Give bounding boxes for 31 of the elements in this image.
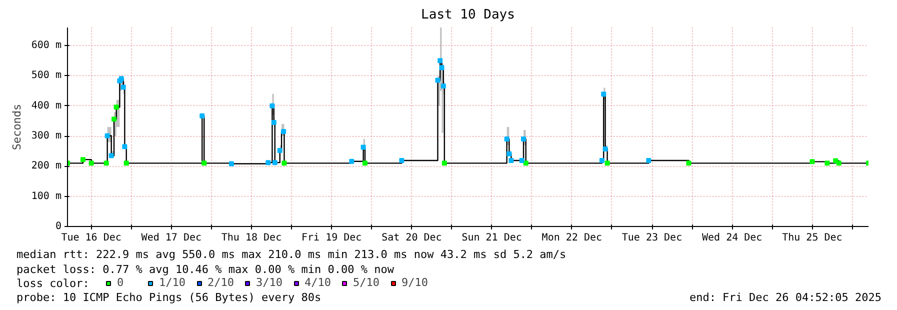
y-tick-label: 600 m: [31, 40, 62, 52]
text: probe: 10 ICMP Echo Pings (56 Bytes) every 80s: [16, 291, 322, 304]
text: end: Fri Dec 26 04:52:05 2025: [689, 291, 882, 304]
y-axis-title: Seconds: [10, 104, 24, 150]
x-tick-label: Wed 24 Dec: [702, 232, 762, 244]
text: packet loss: 0.77 % avg 10.46 % max 0.00 % min 0.00 % now: [16, 263, 394, 276]
legend-label: 0: [117, 276, 125, 289]
legend-label: 3/10: [256, 276, 282, 289]
x-tick-label: Tue 23 Dec: [622, 232, 682, 244]
legend-label: 5/10: [353, 276, 380, 289]
y-tick-label: 0: [55, 221, 62, 232]
x-tick-label: Sun 21 Dec: [462, 232, 522, 244]
y-tick-label: 100 m: [31, 190, 62, 202]
x-tick-label: Tue 16 Dec: [61, 232, 122, 244]
y-tick-label: 500 m: [31, 70, 62, 82]
x-tick-label: Fri 19 Dec: [302, 232, 362, 244]
x-tick-label: Sat 20 Dec: [382, 232, 442, 244]
legend-title: loss color:: [16, 277, 90, 290]
legend-label: 2/10: [208, 276, 234, 289]
legend-label: 9/10: [402, 276, 428, 289]
y-tick-label: 200 m: [31, 160, 62, 172]
y-tick-label: 300 m: [31, 130, 62, 142]
chart-title: Last 10 Days: [421, 8, 515, 22]
legend-label: 4/10: [304, 276, 331, 289]
x-tick-label: Thu 25 Dec: [782, 232, 842, 244]
x-tick-label: Thu 18 Dec: [221, 232, 282, 244]
y-tick-label: 400 m: [31, 100, 62, 112]
text: median rtt: 222.9 ms avg 550.0 ms max 210.0 ms min 213.0 ms now 43.2 ms sd 5.2 am/s: [16, 248, 566, 261]
legend-label: 1/10: [159, 276, 186, 289]
x-tick-label: Mon 22 Dec: [542, 232, 602, 244]
x-tick-label: Wed 17 Dec: [141, 232, 202, 244]
